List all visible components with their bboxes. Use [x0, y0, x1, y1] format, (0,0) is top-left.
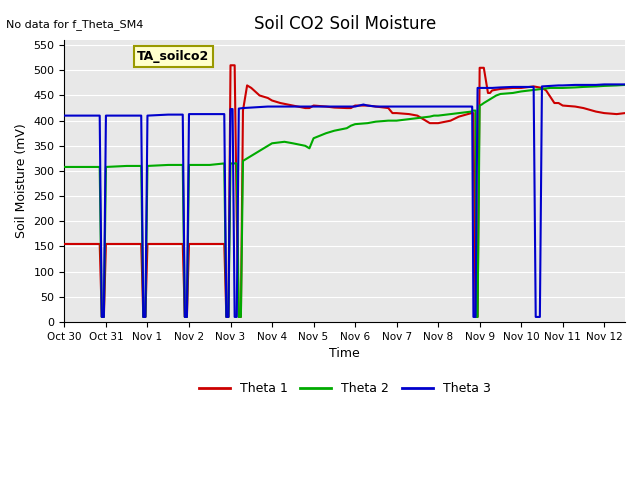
X-axis label: Time: Time — [330, 347, 360, 360]
Y-axis label: Soil Moisture (mV): Soil Moisture (mV) — [15, 124, 28, 239]
Text: No data for f_Theta_SM4: No data for f_Theta_SM4 — [6, 19, 144, 30]
Legend: Theta 1, Theta 2, Theta 3: Theta 1, Theta 2, Theta 3 — [193, 377, 496, 400]
Title: Soil CO2 Soil Moisture: Soil CO2 Soil Moisture — [253, 15, 436, 33]
Text: TA_soilco2: TA_soilco2 — [137, 50, 209, 63]
